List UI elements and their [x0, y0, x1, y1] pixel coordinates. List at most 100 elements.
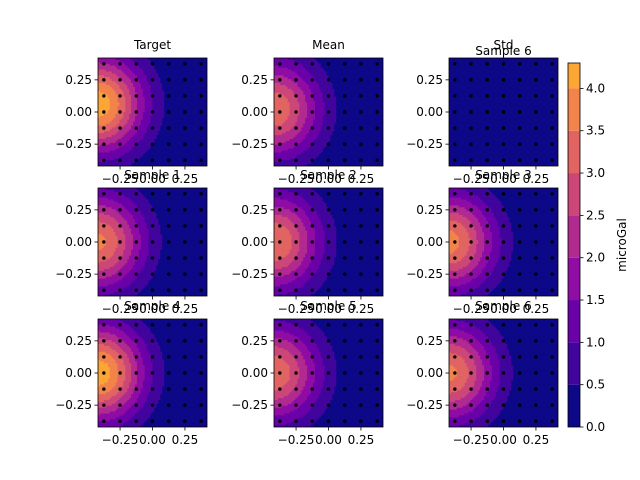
contour-cell	[146, 150, 150, 154]
contour-cell	[131, 117, 134, 121]
contour-cell	[297, 96, 300, 100]
contour-cell	[189, 79, 193, 82]
contour-cell	[289, 115, 293, 119]
contour-cell	[146, 108, 150, 111]
contour-cell	[154, 110, 157, 113]
contour-cell	[324, 117, 328, 121]
contour-cell	[156, 125, 159, 129]
contour-cell	[195, 144, 198, 148]
contour-cell	[279, 90, 283, 94]
contour-cell	[125, 102, 128, 105]
contour-cell	[275, 96, 279, 100]
contour-cell	[156, 152, 159, 156]
contour-cell	[324, 106, 328, 109]
contour-cell	[320, 90, 324, 94]
contour-cell	[381, 81, 383, 84]
contour-cell	[175, 59, 179, 63]
contour-cell	[187, 133, 191, 136]
contour-cell	[274, 102, 277, 105]
contour-cell	[281, 59, 285, 63]
contour-cell	[107, 142, 111, 146]
contour-cell	[170, 83, 173, 86]
contour-cell	[111, 144, 115, 148]
contour-cell	[328, 90, 332, 94]
contour-cell	[336, 86, 339, 90]
contour-cell	[322, 104, 326, 107]
contour-cell	[113, 123, 117, 127]
contour-cell	[142, 90, 146, 94]
contour-cell	[347, 73, 351, 76]
contour-cell	[381, 115, 383, 119]
contour-cell	[150, 154, 154, 157]
contour-cell	[285, 96, 289, 100]
contour-cell	[328, 106, 332, 109]
contour-cell	[334, 86, 337, 90]
contour-cell	[287, 79, 291, 82]
contour-cell	[146, 137, 150, 140]
contour-cell	[175, 100, 179, 103]
contour-cell	[148, 112, 152, 115]
contour-cell	[125, 94, 128, 98]
contour-cell	[275, 113, 279, 117]
contour-cell	[103, 139, 107, 142]
contour-cell	[277, 98, 281, 102]
contour-cell	[170, 100, 173, 103]
contour-cell	[144, 137, 148, 140]
contour-cell	[168, 86, 171, 90]
contour-cell	[119, 137, 122, 140]
contour-cell	[203, 58, 206, 61]
contour-cell	[291, 108, 295, 111]
contour-cell	[154, 59, 157, 63]
contour-cell	[111, 137, 115, 140]
contour-cell	[283, 81, 287, 84]
contour-cell	[289, 90, 293, 94]
contour-cell	[119, 106, 122, 109]
contour-cell	[125, 71, 128, 75]
contour-cell	[332, 113, 335, 117]
contour-cell	[136, 106, 140, 109]
contour-cell	[287, 106, 291, 109]
contour-cell	[346, 112, 349, 115]
contour-cell	[197, 104, 200, 107]
contour-cell	[162, 162, 165, 165]
contour-cell	[195, 86, 198, 90]
contour-cell	[353, 79, 357, 82]
contour-cell	[307, 112, 310, 115]
contour-cell	[281, 83, 285, 86]
contour-cell	[144, 129, 148, 132]
contour-cell	[195, 61, 198, 65]
contour-cell	[158, 108, 161, 111]
contour-cell	[330, 102, 333, 105]
contour-cell	[154, 90, 157, 94]
contour-cell	[305, 81, 308, 84]
contour-cell	[133, 90, 136, 94]
contour-cell	[199, 117, 202, 121]
contour-cell	[189, 164, 193, 166]
contour-cell	[166, 90, 169, 94]
contour-cell	[328, 83, 332, 86]
contour-cell	[281, 67, 285, 71]
contour-cell	[152, 123, 156, 127]
contour-cell	[195, 65, 198, 69]
contour-cell	[166, 67, 169, 71]
contour-cell	[195, 123, 198, 127]
contour-cell	[365, 67, 369, 71]
contour-cell	[371, 94, 374, 98]
contour-cell	[191, 162, 194, 165]
contour-cell	[312, 73, 316, 76]
contour-cell	[346, 108, 349, 111]
contour-cell	[119, 139, 122, 142]
contour-cell	[363, 112, 367, 115]
contour-cell	[361, 106, 365, 109]
contour-cell	[177, 83, 181, 86]
contour-cell	[322, 59, 326, 63]
contour-cell	[105, 127, 109, 130]
contour-cell	[369, 75, 372, 78]
contour-cell	[299, 100, 302, 103]
contour-cell	[136, 125, 140, 129]
contour-cell	[303, 88, 306, 92]
contour-cell	[199, 135, 202, 138]
contour-cell	[353, 77, 357, 80]
contour-cell	[171, 85, 175, 88]
contour-cell	[197, 156, 200, 159]
